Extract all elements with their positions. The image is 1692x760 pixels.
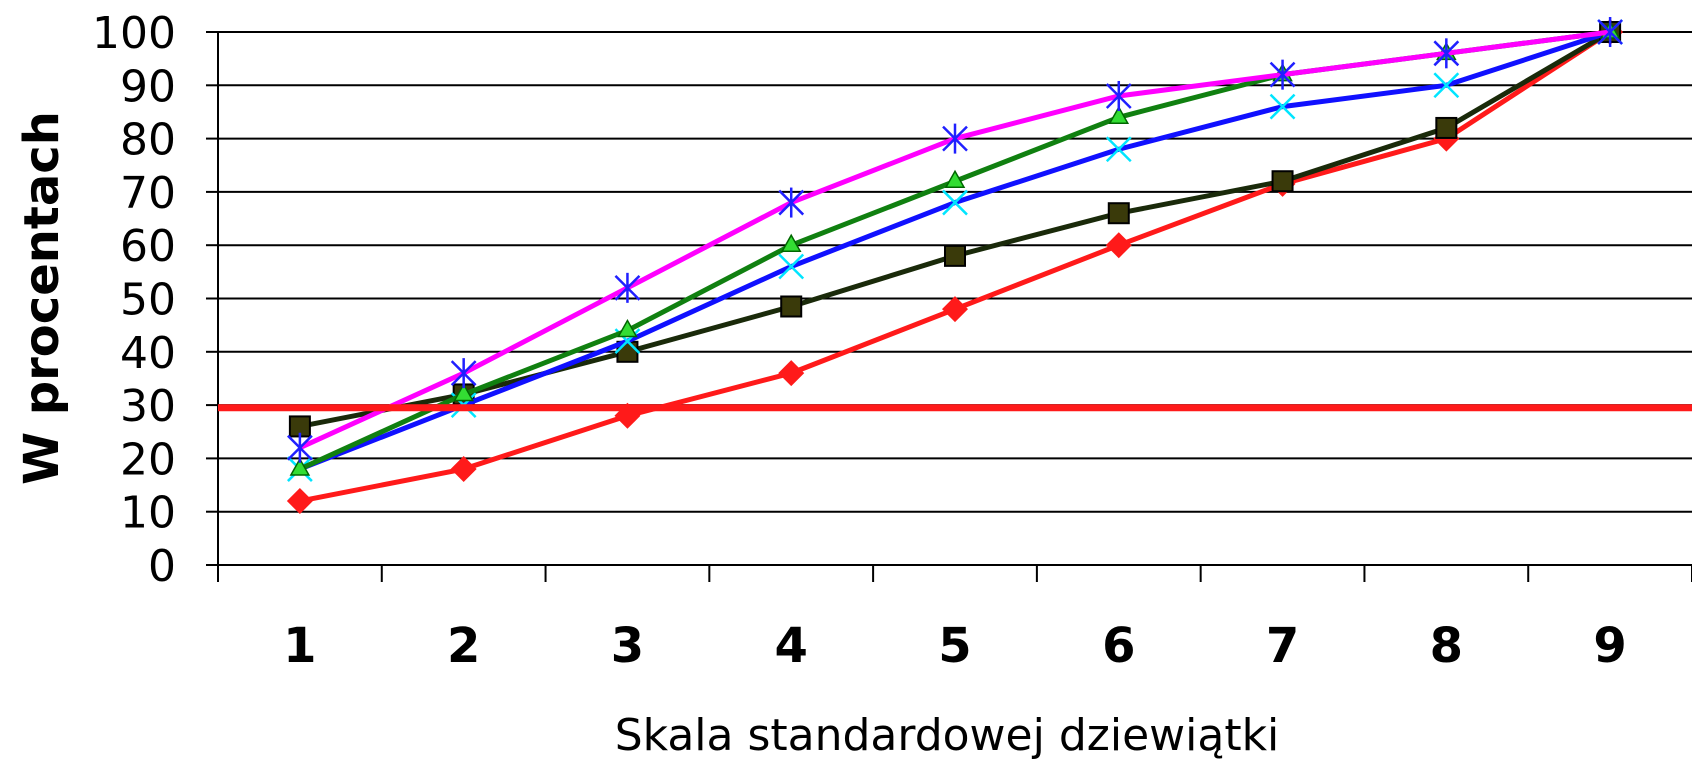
y-tick-label: 50 bbox=[120, 275, 176, 326]
data-point bbox=[942, 296, 968, 323]
square-marker bbox=[1107, 202, 1130, 225]
data-point bbox=[1597, 17, 1623, 47]
data-point bbox=[1105, 136, 1132, 163]
triangle-marker bbox=[944, 169, 966, 188]
data-point bbox=[944, 244, 966, 267]
data-point bbox=[778, 187, 805, 218]
x-tick-label: 8 bbox=[1430, 618, 1463, 674]
data-point bbox=[778, 360, 805, 387]
square-marker bbox=[780, 295, 803, 318]
x-tick-label: 5 bbox=[938, 618, 971, 674]
x-tick-label: 9 bbox=[1593, 618, 1626, 674]
x-tick-label: 2 bbox=[447, 618, 480, 674]
data-point bbox=[1269, 59, 1296, 90]
x-tick-label: 7 bbox=[1266, 618, 1299, 674]
x-axis-label: Skala standardowej dziewiątki bbox=[615, 710, 1280, 760]
triangle-marker bbox=[453, 382, 474, 402]
data-point bbox=[942, 123, 968, 154]
diamond-marker bbox=[1105, 232, 1132, 259]
x-axis-ticks: 1 2 3 4 5 6 7 8 9 bbox=[217, 565, 1692, 674]
y-tick-label: 60 bbox=[120, 221, 176, 272]
diamond-marker bbox=[942, 296, 968, 323]
data-point bbox=[1433, 38, 1460, 69]
triangle-marker bbox=[289, 457, 311, 476]
data-point bbox=[1105, 232, 1132, 259]
data-point bbox=[1433, 72, 1460, 99]
data-point bbox=[1108, 105, 1130, 125]
data-point bbox=[1269, 93, 1296, 120]
y-tick-label: 40 bbox=[120, 328, 176, 379]
x-marker-stroke bbox=[1433, 72, 1460, 99]
data-point bbox=[942, 189, 968, 216]
data-point bbox=[1107, 202, 1130, 225]
y-tick-label: 10 bbox=[120, 488, 176, 539]
data-point bbox=[778, 253, 805, 280]
data-point bbox=[1105, 80, 1132, 111]
x-tick-label: 6 bbox=[1102, 618, 1135, 674]
x-marker-stroke bbox=[1105, 136, 1132, 163]
series-5 bbox=[287, 17, 1623, 463]
y-tick-label: 90 bbox=[120, 61, 176, 112]
x-tick-label: 1 bbox=[283, 618, 316, 674]
x-marker-stroke bbox=[614, 328, 641, 355]
grid-lines bbox=[218, 31, 1692, 513]
triangle-marker bbox=[617, 318, 638, 338]
square-marker bbox=[1435, 116, 1458, 139]
data-point bbox=[780, 233, 802, 252]
y-tick-label: 20 bbox=[120, 434, 176, 485]
series-group bbox=[286, 17, 1624, 515]
data-point bbox=[614, 272, 641, 303]
triangle-marker bbox=[1108, 105, 1130, 125]
data-point bbox=[944, 169, 966, 188]
series-2 bbox=[288, 21, 1622, 438]
x-marker-stroke bbox=[778, 253, 805, 280]
data-point bbox=[1435, 116, 1458, 139]
y-tick-label: 100 bbox=[92, 8, 176, 59]
axes bbox=[217, 32, 1692, 566]
y-tick-label: 30 bbox=[120, 381, 176, 432]
x-tick-label: 3 bbox=[611, 618, 644, 674]
data-point bbox=[450, 456, 477, 483]
x-tick-label: 4 bbox=[775, 618, 808, 674]
square-marker bbox=[944, 244, 966, 267]
y-tick-label: 0 bbox=[148, 541, 176, 592]
y-tick-label: 80 bbox=[120, 115, 176, 166]
data-point bbox=[289, 457, 311, 476]
data-point bbox=[453, 382, 474, 402]
y-axis-label: W procentach bbox=[14, 111, 70, 485]
data-point bbox=[1271, 170, 1294, 193]
diamond-marker bbox=[286, 488, 313, 515]
data-point bbox=[617, 318, 638, 338]
diamond-marker bbox=[450, 456, 477, 483]
series-3 bbox=[287, 19, 1623, 482]
data-point bbox=[780, 295, 803, 318]
y-tick-label: 70 bbox=[120, 168, 176, 219]
diamond-marker bbox=[778, 360, 805, 387]
data-point bbox=[286, 488, 313, 515]
data-point bbox=[287, 432, 313, 463]
data-point bbox=[450, 358, 477, 389]
x-marker-stroke bbox=[1269, 93, 1296, 120]
x-marker-stroke bbox=[942, 189, 968, 216]
triangle-marker bbox=[780, 233, 802, 252]
square-marker bbox=[1271, 170, 1294, 193]
